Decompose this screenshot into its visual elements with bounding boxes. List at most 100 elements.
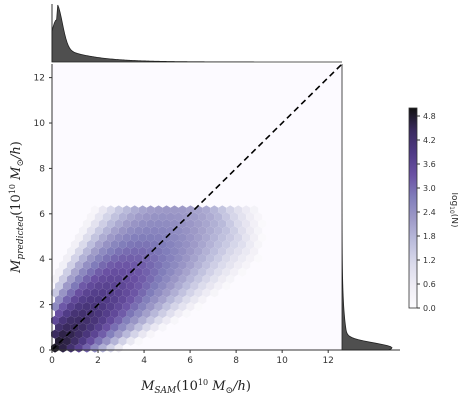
hexbin-cell [90, 260, 99, 270]
hexbin-cell [170, 233, 179, 243]
hexbin-cell [222, 212, 231, 222]
hexbin-cell [178, 288, 187, 298]
hexbin-cell [250, 205, 259, 215]
hexbin-cell [58, 288, 67, 298]
hexbin-cell [230, 226, 239, 236]
hexbin-cell [230, 212, 239, 222]
hexbin-cell [51, 274, 59, 284]
hexbin-cell [150, 295, 159, 305]
hexbin-cell [66, 329, 75, 339]
hexbin-cell [142, 281, 151, 291]
hexbin-cell [114, 274, 123, 284]
hexbin-cell [150, 281, 159, 291]
identity-dashed-line [51, 63, 343, 351]
hexbin-cell [114, 288, 123, 298]
hexbin-cell [134, 281, 143, 291]
hexbin-cell [154, 274, 163, 284]
hexbin-cell [86, 226, 95, 236]
hexbin-cell [130, 219, 139, 229]
hexbin-cell [55, 322, 63, 332]
colorbar-tick-labels: 0.0 0.6 1.2 1.8 2.4 3.0 3.6 4.2 4.8 [417, 112, 436, 313]
hexbin-cell [150, 226, 159, 236]
hexbin-cell [90, 315, 99, 325]
hexbin-cell [90, 246, 99, 256]
hexbin-cell [234, 260, 243, 270]
hexbin-cell [130, 205, 139, 215]
hexbin-cell [110, 226, 119, 236]
x-marginal-distribution [51, 4, 342, 63]
hexbin-cell [186, 274, 195, 284]
hexbin-cell [146, 274, 155, 284]
hexbin-cell [66, 260, 75, 270]
hexbin-cell [130, 233, 139, 243]
hexbin-cell [98, 274, 107, 284]
hexbin-cell [214, 212, 223, 222]
hexbin-cell [98, 233, 107, 243]
hexbin-cell [78, 226, 87, 236]
hexbin-cell [110, 322, 119, 332]
hexbin-cell [94, 281, 103, 291]
hexbin-cell [170, 246, 179, 256]
hexbin-cell [94, 308, 103, 319]
hexbin-cell [114, 302, 123, 312]
hexbin-cell [198, 226, 207, 236]
hexbin-cell [94, 212, 103, 222]
hexbin-cell [146, 329, 155, 339]
hexbin-cell [154, 246, 163, 256]
x-tick-label: 12 [322, 356, 333, 366]
hexbin-cell [126, 322, 135, 332]
hexbin-cell [94, 322, 103, 332]
hexbin-cell [210, 274, 219, 284]
hexbin-cell [226, 219, 235, 229]
hexbin-cell [158, 281, 167, 291]
hexbin-cell [110, 212, 119, 222]
colorbar-tick-label: 4.2 [423, 136, 436, 145]
hexbin-cell [78, 322, 87, 332]
hexbin-cell [166, 281, 175, 291]
hexbin-cell [114, 246, 123, 256]
hexbin-cell [230, 267, 239, 277]
hexbin-cell [186, 219, 195, 229]
hexbin-cell [186, 288, 195, 298]
hexbin-cell [114, 219, 123, 229]
hexbin-cell [186, 302, 195, 312]
colorbar-gradient [408, 107, 418, 309]
hexbin-cell [202, 260, 211, 270]
hexbin-cell [74, 329, 83, 339]
hexbin-cell [174, 295, 183, 305]
hexbin-cell [138, 205, 147, 215]
hexbin-cell [62, 336, 71, 346]
hexbin-cell [150, 322, 159, 332]
hexbin-cell [238, 267, 247, 277]
hexbin-cell [118, 336, 127, 346]
hexbin-cell [158, 253, 167, 263]
hexbin-cell [122, 205, 131, 215]
y-tick-label: 0 [39, 346, 45, 356]
hexbin-cell [210, 246, 219, 256]
hexbin-cell [190, 253, 199, 263]
colorbar-tick-label: 1.8 [423, 232, 436, 241]
hexbin-cell [90, 274, 99, 284]
hexbin-cell [190, 212, 199, 222]
hexbin-cell [246, 226, 255, 236]
hexbin-cell [86, 308, 95, 319]
hexbin-cell [138, 288, 147, 298]
hexbin-cell [146, 205, 155, 215]
hexbin-cell [134, 212, 143, 222]
y-tick-label: 8 [39, 164, 45, 174]
hexbin-cell [242, 246, 251, 256]
hexbin-cell [78, 295, 87, 305]
hexbin-cell [55, 308, 63, 319]
hexbin-cell [130, 315, 139, 325]
hexbin-cell [222, 239, 231, 250]
hexbin-cell [254, 226, 263, 236]
hexbin-cell [254, 253, 263, 263]
hexbin-cell [142, 295, 151, 305]
hexbin-cell [182, 267, 191, 277]
hexbin-cell [230, 253, 239, 263]
colorbar-tick-label: 0.0 [423, 304, 436, 313]
hexbin-cell [186, 246, 195, 256]
hexbin-cell [86, 281, 95, 291]
hexbin-cell [230, 239, 239, 250]
